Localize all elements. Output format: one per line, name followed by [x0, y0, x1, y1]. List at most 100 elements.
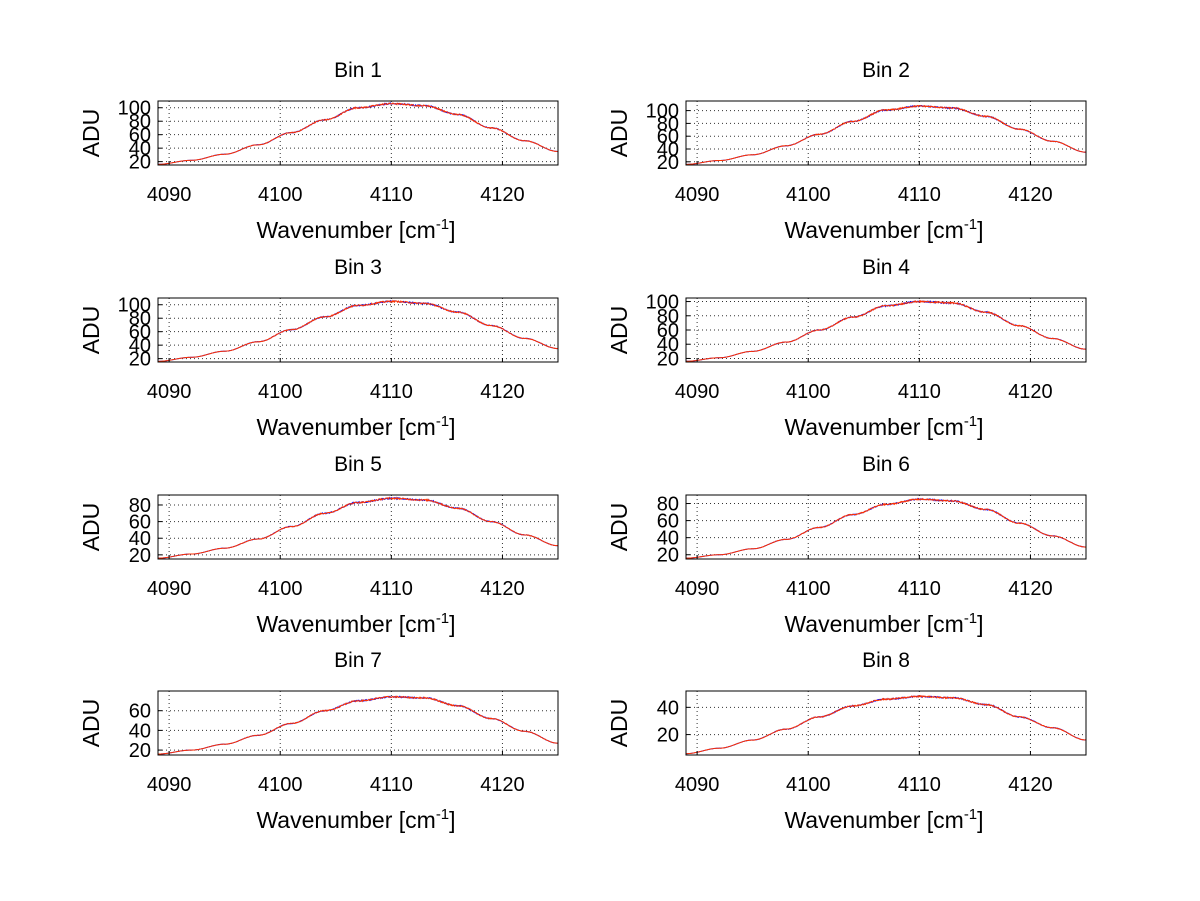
x-tick-label: 4090: [147, 774, 192, 796]
y-tick-label: 100: [646, 292, 679, 314]
x-axis-label-exponent: -1: [964, 216, 977, 233]
y-axis-label: ADU: [606, 109, 632, 158]
y-tick-label: 40: [657, 139, 679, 161]
series-line-2: [685, 299, 1087, 362]
x-tick-label: 4090: [675, 578, 720, 600]
y-tick-label: 80: [129, 495, 151, 517]
x-axis-label-main: Wavenumber [cm: [784, 807, 963, 833]
y-tick-label: 100: [646, 101, 679, 123]
x-axis-label-exponent: -1: [436, 806, 449, 823]
y-tick-label: 20: [657, 725, 679, 747]
x-axis-label-exponent: -1: [964, 413, 977, 430]
y-tick-label: 40: [657, 697, 679, 719]
chart-title: Bin 3: [334, 256, 382, 279]
panel-8: 4090 4100 4110 4120 20 40 Bin 8 ADU Wavenumber […: [606, 649, 1087, 833]
y-tick-label: 60: [657, 320, 679, 342]
x-tick-label: 4090: [675, 184, 720, 206]
x-tick-label: 4120: [1008, 578, 1053, 600]
x-tick-label: 4090: [675, 381, 720, 403]
x-tick-label: 4120: [480, 381, 525, 403]
x-tick-label: 4120: [480, 578, 525, 600]
x-axis-label: Wavenumber [cm-1]: [256, 806, 455, 833]
x-axis-label-exponent: -1: [436, 216, 449, 233]
y-axis-label: ADU: [78, 503, 104, 552]
chart-title: Bin 2: [862, 59, 910, 82]
axes-box: [685, 494, 1087, 560]
y-axis-label: ADU: [606, 503, 632, 552]
chart-title: Bin 8: [862, 649, 910, 672]
y-tick-label: 20: [129, 152, 151, 174]
y-tick-label: 20: [129, 545, 151, 567]
x-axis-label-main: Wavenumber [cm: [256, 807, 435, 833]
x-axis-label-main: Wavenumber [cm: [256, 414, 435, 440]
x-tick-label: 4100: [258, 578, 303, 600]
y-axis-label: ADU: [78, 306, 104, 355]
x-tick-label: 4090: [147, 578, 192, 600]
y-tick-label: 60: [129, 701, 151, 723]
y-tick-label: 100: [118, 295, 151, 317]
y-tick-label: 80: [129, 308, 151, 330]
chart-title: Bin 6: [862, 453, 910, 476]
chart-title: Bin 4: [862, 256, 910, 279]
x-tick-label: 4100: [786, 578, 831, 600]
x-tick-label: 4110: [370, 578, 413, 600]
x-axis-label: Wavenumber [cm-1]: [256, 413, 455, 440]
x-axis-label-end: ]: [977, 217, 983, 243]
x-tick-label: 4110: [898, 381, 941, 403]
series-line-2: [685, 104, 1086, 165]
series-line-2: [157, 299, 559, 362]
x-axis-label-exponent: -1: [436, 413, 449, 430]
x-axis-label-main: Wavenumber [cm: [256, 217, 435, 243]
x-axis-label-end: ]: [449, 414, 455, 440]
x-tick-label: 4090: [675, 774, 720, 796]
y-tick-label: 40: [129, 528, 151, 550]
chart-title: Bin 5: [334, 453, 382, 476]
x-axis-label-end: ]: [449, 807, 455, 833]
x-axis-label-main: Wavenumber [cm: [784, 217, 963, 243]
y-tick-label: 40: [657, 334, 679, 356]
x-tick-label: 4100: [258, 381, 303, 403]
series-line-2: [157, 497, 559, 559]
x-tick-label: 4120: [1008, 184, 1053, 206]
axes-box: [157, 690, 559, 756]
y-axis-label: ADU: [78, 699, 104, 748]
x-axis-label: Wavenumber [cm-1]: [256, 216, 455, 243]
series-line-2: [685, 694, 1086, 755]
x-axis-label-exponent: -1: [964, 806, 977, 823]
series-line-2: [158, 695, 559, 755]
series-line-2: [157, 102, 559, 165]
y-tick-label: 20: [657, 152, 679, 174]
x-tick-label: 4120: [480, 774, 525, 796]
y-axis-label: ADU: [606, 699, 632, 748]
x-tick-label: 4110: [898, 578, 941, 600]
axes-box: [157, 100, 559, 166]
axes-box: [685, 100, 1087, 166]
y-tick-label: 20: [657, 348, 679, 370]
x-tick-label: 4110: [370, 184, 413, 206]
x-axis-label: Wavenumber [cm-1]: [256, 610, 455, 637]
y-tick-label: 20: [129, 349, 151, 371]
x-tick-label: 4100: [258, 184, 303, 206]
x-axis-label-exponent: -1: [436, 610, 449, 627]
x-tick-label: 4120: [480, 184, 525, 206]
y-tick-label: 80: [657, 494, 679, 516]
axes-box: [685, 690, 1087, 756]
y-tick-label: 100: [118, 98, 151, 120]
y-tick-label: 60: [129, 512, 151, 534]
x-axis-label: Wavenumber [cm-1]: [784, 216, 983, 243]
y-tick-label: 60: [657, 126, 679, 148]
y-tick-label: 20: [657, 545, 679, 567]
x-axis-label-end: ]: [977, 611, 983, 637]
x-axis-label-exponent: -1: [964, 610, 977, 627]
x-tick-label: 4110: [370, 774, 413, 796]
x-tick-label: 4120: [1008, 381, 1053, 403]
y-tick-label: 20: [129, 740, 151, 762]
x-axis-label-main: Wavenumber [cm: [784, 611, 963, 637]
x-axis-label-end: ]: [449, 611, 455, 637]
